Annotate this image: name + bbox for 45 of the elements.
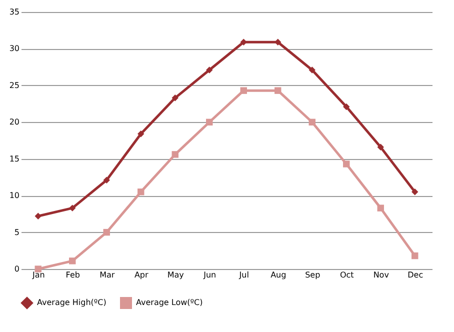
point (138, 188, 144, 196)
point (69, 258, 76, 264)
x-tick-label: Aug (270, 270, 286, 280)
x-tick-label: Sep (305, 270, 320, 280)
x-tick-label: Oct (340, 270, 354, 280)
point (274, 87, 282, 94)
point (412, 252, 418, 260)
y-tick-label: 15 (9, 154, 20, 164)
x-tick-label: May (167, 270, 184, 280)
y-tick-label: 25 (9, 80, 20, 90)
point (308, 66, 316, 74)
point (274, 38, 282, 46)
y-tick-label: 35 (9, 8, 20, 16)
x-tick-label: Jul (238, 270, 249, 280)
y-tick-label: 0 (14, 264, 20, 274)
y-tick-label: 20 (9, 118, 20, 127)
point (343, 160, 350, 168)
point (172, 94, 178, 102)
point (172, 151, 178, 158)
x-tick-label: Dec (408, 270, 424, 280)
point (103, 228, 110, 236)
point (206, 118, 213, 126)
y-tick-label: 10 (9, 191, 20, 200)
point (240, 38, 247, 46)
point (377, 144, 384, 150)
point (377, 204, 384, 212)
point (240, 87, 247, 94)
x-tick-label: Nov (373, 270, 390, 280)
y-tick-label: 30 (9, 44, 20, 54)
legend-label: Average Low(ºC) (136, 298, 203, 307)
x-tick-label: Feb (66, 270, 80, 280)
x-tick-label: Apr (134, 270, 150, 280)
point (308, 118, 316, 126)
x-tick-label: Mar (100, 270, 116, 280)
point (34, 212, 42, 220)
point (138, 130, 144, 138)
point (412, 188, 418, 196)
legend-label: Average High(ºC) (37, 298, 106, 307)
point (206, 66, 213, 74)
point (69, 204, 76, 212)
x-tick-label: Jan (31, 270, 45, 280)
point (343, 103, 350, 110)
point (103, 176, 110, 184)
y-tick-label: 5 (14, 228, 20, 237)
x-tick-label: Jun (202, 270, 216, 280)
